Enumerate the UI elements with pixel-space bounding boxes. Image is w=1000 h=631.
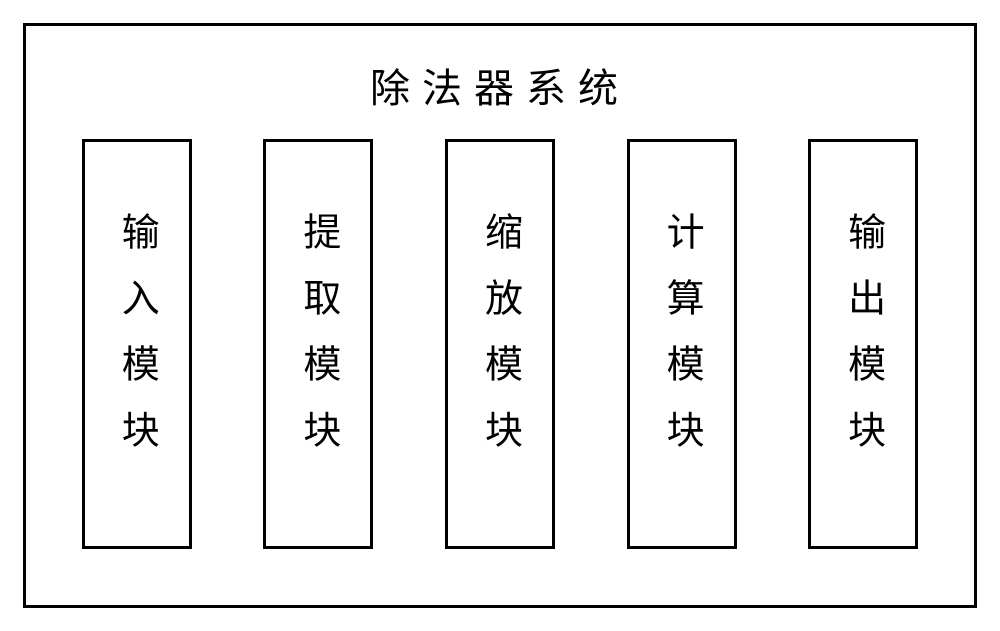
module-compute: 计算模块 (627, 139, 737, 549)
module-label: 提取模块 (291, 212, 346, 476)
module-input: 输入模块 (82, 139, 192, 549)
module-extract: 提取模块 (263, 139, 373, 549)
module-label: 输出模块 (836, 212, 891, 476)
system-container: 除法器系统 输入模块 提取模块 缩放模块 计算模块 输出模块 (23, 23, 977, 608)
module-scale: 缩放模块 (445, 139, 555, 549)
module-label: 输入模块 (109, 212, 164, 476)
system-title: 除法器系统 (370, 56, 630, 114)
module-label: 计算模块 (654, 212, 709, 476)
module-output: 输出模块 (808, 139, 918, 549)
module-label: 缩放模块 (472, 212, 527, 476)
modules-row: 输入模块 提取模块 缩放模块 计算模块 输出模块 (26, 139, 974, 605)
